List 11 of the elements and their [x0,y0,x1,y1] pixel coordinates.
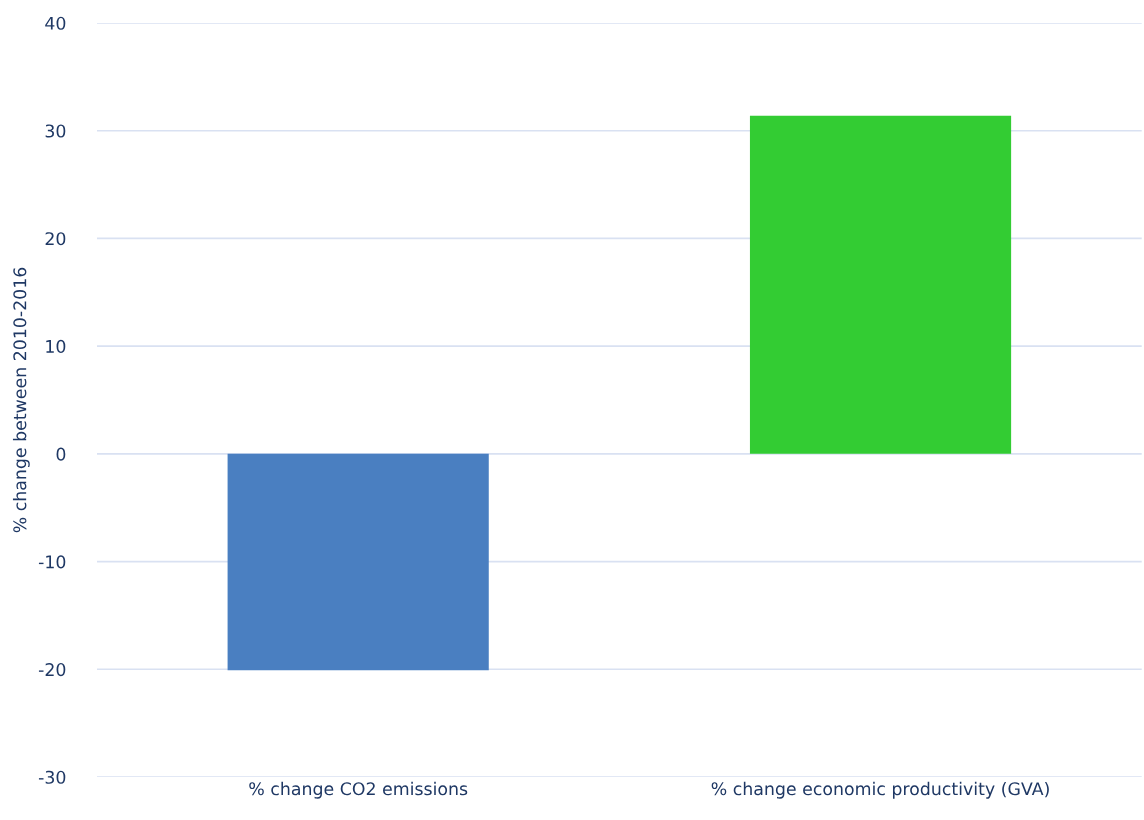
y-tick-label: 20 [45,232,66,246]
y-tick-label: 30 [45,124,66,138]
y-tick-label: -20 [38,663,66,677]
y-tick-label: 40 [45,16,66,30]
y-tick-label: -10 [38,555,66,569]
y-tick-label: -30 [38,770,66,784]
x-tick-label: % change economic productivity (GVA) [711,781,1049,799]
y-axis-title: % change between 2010-2016 [12,267,30,533]
y-tick-label: 10 [46,339,66,353]
x-tick-label: % change CO2 emissions [249,781,468,799]
y-tick-label: 0 [56,447,66,461]
